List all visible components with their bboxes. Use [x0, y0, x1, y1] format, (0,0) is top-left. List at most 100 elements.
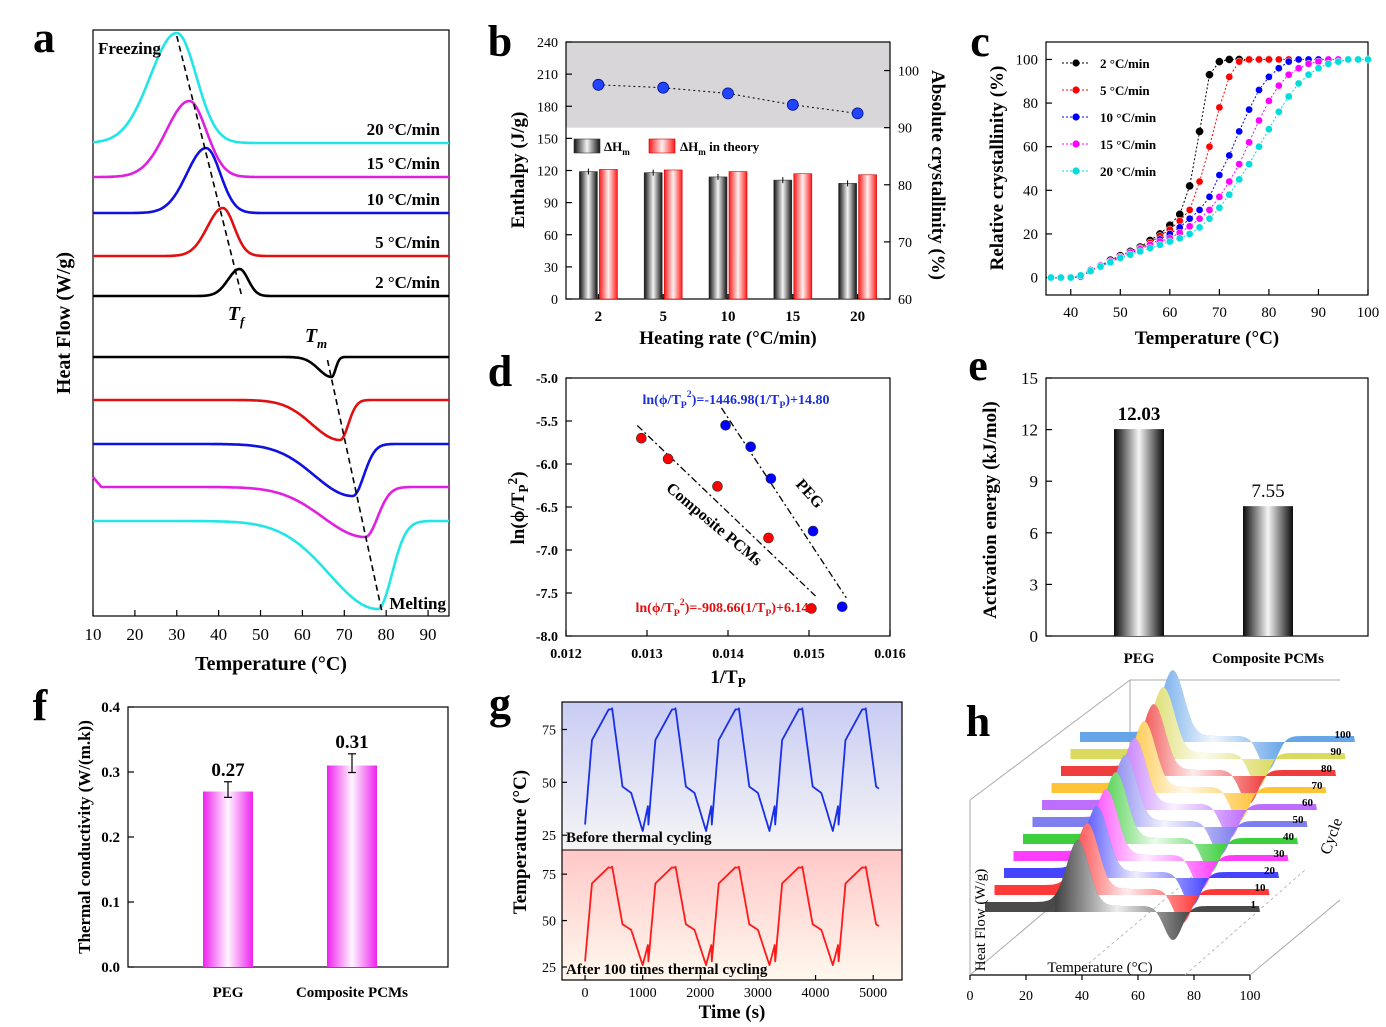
panel-f-bar — [327, 765, 377, 967]
panel-d-data-point — [636, 432, 647, 444]
panel-b-crystallinity-point — [786, 98, 799, 111]
panel-h-cycle-peak-shading — [1121, 721, 1260, 821]
panel-a-melting-curve — [92, 355, 450, 379]
panel-d-data-point — [836, 601, 848, 613]
panel-c-series-point — [1205, 206, 1214, 214]
panel-c-series-point — [1156, 240, 1164, 249]
panel-h-zlabel: Cycle — [1317, 816, 1346, 857]
panel-g-xlabel: Time (s) — [699, 1002, 766, 1023]
panel-f-ytick-label: 0.2 — [101, 830, 120, 846]
panel-b-crystallinity-point — [657, 81, 670, 94]
panel-a-frame — [92, 29, 450, 617]
panel-h-cycle-label: 10 — [1255, 882, 1267, 894]
panel-g-ytick-label: 25 — [542, 961, 556, 976]
panel-c-series-point — [1215, 193, 1224, 201]
panel-d-xlabel: 1/TP — [710, 667, 746, 690]
panel-d-data-point — [720, 419, 731, 431]
panel-c-series-point — [1096, 262, 1105, 271]
panel-b-ytick-label: 120 — [537, 165, 558, 180]
panel-b-bar-theory — [599, 169, 618, 300]
panel-c-series-point — [1185, 230, 1194, 238]
panel-a-tm-sub: m — [317, 336, 327, 351]
panel-g-ytick-label: 50 — [542, 776, 556, 791]
panel-a-xtick-label: 40 — [210, 625, 227, 644]
panel-letter-c: c — [970, 17, 990, 66]
panel-h-xtick-label: 20 — [1019, 989, 1033, 1004]
panel-g-ytick-label: 75 — [542, 723, 556, 738]
panel-c-legend-marker — [1072, 140, 1080, 148]
panel-a-rate-label: 2 °C/min — [375, 273, 440, 292]
panel-d-ylabel-part: P — [516, 484, 531, 492]
panel-e-frame — [1045, 377, 1369, 637]
panel-a-freezing-curve — [92, 206, 450, 258]
panel-a-xtick-label: 70 — [336, 625, 353, 644]
panel-a-freezing-curve — [92, 267, 450, 298]
panel-h-xlabel: Temperature (°C) — [1047, 960, 1152, 976]
panel-b-ytick-label: 240 — [537, 36, 558, 51]
panel-c-ytick-label: 0 — [1031, 271, 1039, 287]
panel-c-series-point — [1225, 55, 1234, 64]
panel-c-series-point — [1294, 79, 1303, 88]
panel-c-xtick-label: 100 — [1357, 305, 1380, 321]
panel-g-temperature-curve — [584, 707, 880, 832]
panel-a-xlabel: Temperature (°C) — [195, 653, 347, 675]
panel-c-series-point — [1284, 92, 1293, 101]
panel-h-cycle-label: 20 — [1264, 865, 1276, 877]
panel-c-series-point — [1284, 57, 1293, 66]
panel-c-series-point — [1215, 203, 1224, 212]
panel-b-legend-theory-part: in theory — [706, 139, 760, 154]
panel-b-xlabel: Heating rate (°C/min) — [639, 328, 817, 349]
panel-h-cycle-label: 100 — [1335, 729, 1352, 741]
panel-c-ytick-label: 20 — [1023, 227, 1038, 243]
panel-c-series-point — [1116, 254, 1125, 262]
panel-d-equation-composite-part: ln(ϕ/T — [635, 601, 674, 616]
panel-c-series-point — [1175, 216, 1184, 225]
panel-letter-f: f — [33, 681, 49, 730]
panel-c-ytick-label: 100 — [1016, 52, 1039, 68]
panel-b-bar-theory — [663, 169, 683, 300]
panel-e-ytick-label: 9 — [1030, 472, 1039, 491]
panel-c-series-point — [1314, 64, 1323, 73]
panel-c-series-point — [1185, 206, 1194, 214]
panel-b-ytick-label: 150 — [537, 132, 558, 147]
panel-c-series-point — [1255, 55, 1263, 64]
panel-d-series-label-peg: PEG — [792, 476, 827, 512]
panel-g-temperature-curve — [584, 865, 880, 966]
panel-a-xtick-label: 10 — [85, 625, 102, 644]
panel-c-legend-label: 10 °C/min — [1100, 110, 1157, 125]
panel-d-xtick-label: 0.012 — [550, 647, 582, 662]
panel-d-ytick-label: -7.5 — [536, 587, 558, 602]
panel-d-ylabel-part: ln(ϕ/T — [508, 492, 529, 544]
panel-c-legend-marker — [1072, 167, 1080, 175]
panel-c-series-point — [1136, 247, 1144, 256]
panel-c-series-line — [1051, 58, 1339, 279]
panel-c-xtick-label: 80 — [1261, 305, 1276, 321]
panel-d-xtick-label: 0.013 — [631, 647, 663, 662]
panel-b-xtick-label: 5 — [659, 309, 667, 325]
panel-b-legend-measured-part: m — [622, 147, 630, 157]
panel-a-rate-label: 10 °C/min — [367, 190, 441, 209]
panel-a-xtick-label: 30 — [168, 625, 185, 644]
panel-c-legend-marker — [1072, 113, 1080, 121]
panel-a-melting-guide — [326, 359, 383, 613]
panel-a-freezing-guide — [176, 35, 243, 297]
panel-b-y2tick-label: 100 — [898, 65, 919, 80]
panel-f-ytick-label: 0.1 — [101, 895, 120, 911]
panel-h-frame-edge — [969, 679, 1131, 801]
panel-h-cycle-peak-shading — [1112, 738, 1250, 838]
panel-c-series-point — [1265, 125, 1273, 134]
panel-c-series-point — [1165, 237, 1174, 246]
panel-c-series-point — [1185, 222, 1194, 231]
panel-h-xtick-label: 0 — [967, 989, 974, 1004]
panel-c-series-point — [1195, 177, 1204, 186]
panel-g-subplot-label: After 100 times thermal cycling — [566, 962, 768, 978]
panel-c-series-point — [1076, 271, 1085, 280]
panel-c-legend-label: 2 °C/min — [1100, 56, 1150, 71]
panel-h-cycle-peak-shading — [1102, 755, 1241, 855]
panel-c-series-point — [1215, 171, 1224, 179]
panel-g-ytick-label: 75 — [542, 868, 556, 883]
panel-c-series-point — [1185, 214, 1194, 223]
panel-c-ytick-label: 60 — [1023, 140, 1038, 156]
panel-h-cycle-label: 40 — [1283, 831, 1295, 843]
panel-h-ylabel: Heat Flow (W/g) — [973, 869, 989, 971]
